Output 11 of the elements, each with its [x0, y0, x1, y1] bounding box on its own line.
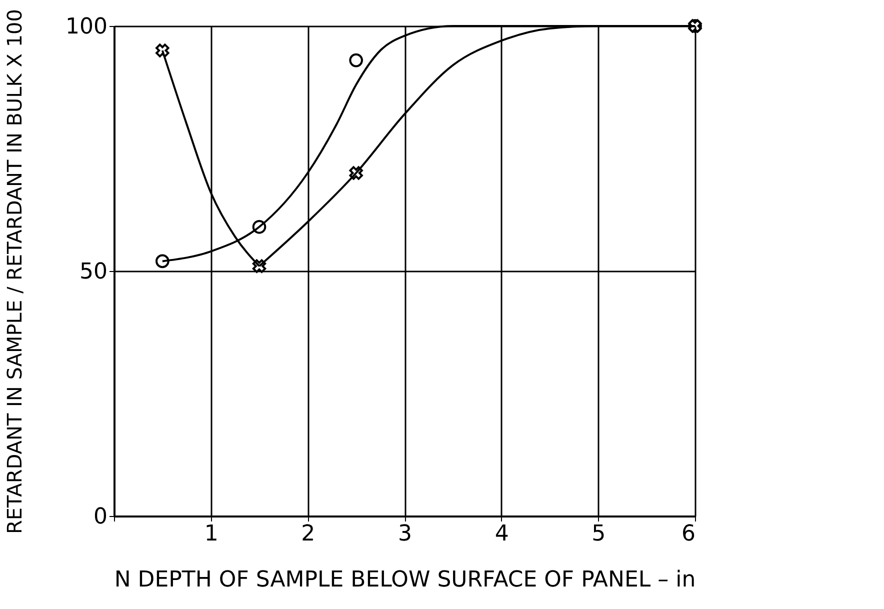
x-tick-label: 3: [398, 522, 412, 546]
y-axis-title: RETARDANT IN SAMPLE / RETARDANT IN BULK X 100: [2, 8, 27, 534]
x-tick-label: 5: [592, 522, 606, 546]
x-tick-label: 6: [682, 522, 696, 546]
x-tick-label: 1: [204, 522, 218, 546]
y-tick-label: 50: [80, 260, 108, 284]
x-tick-label: 2: [301, 522, 316, 546]
x-tick-label: 4: [494, 522, 509, 546]
y-tick-label: 100: [66, 14, 108, 40]
x-axis-title: N DEPTH OF SAMPLE BELOW SURFACE OF PANEL – in: [114, 568, 696, 592]
y-tick-label: 0: [94, 504, 108, 530]
